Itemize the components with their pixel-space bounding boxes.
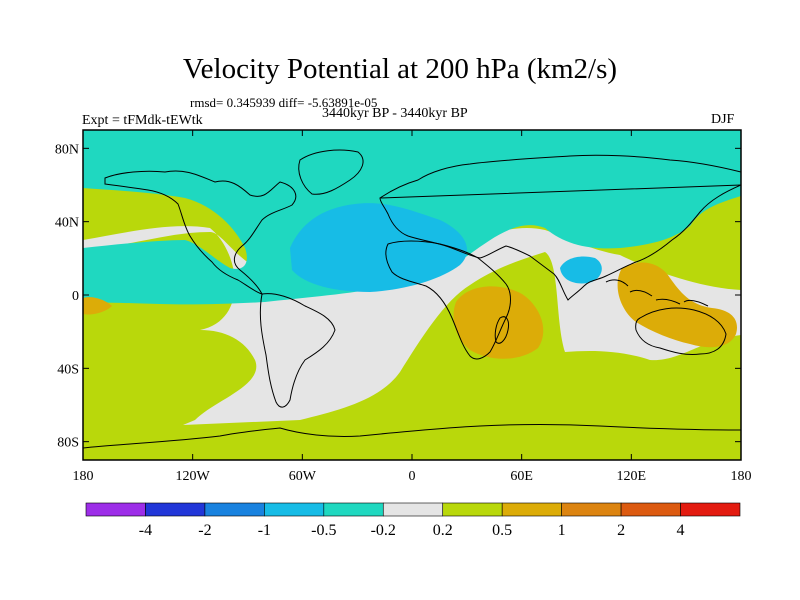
colorbar-label: 0.2 — [433, 522, 453, 539]
africa-coast — [385, 240, 511, 360]
colorbar-swatch — [145, 502, 206, 517]
madagascar-coast — [494, 316, 509, 344]
colorbar-label: -1 — [258, 522, 271, 539]
field-atlantic-low — [290, 203, 468, 292]
maritime-islands — [605, 279, 709, 307]
experiment-label: Expt = tFMdk-tEWtk — [82, 113, 203, 128]
field-fill — [83, 130, 741, 460]
field-dateline-high — [83, 297, 112, 315]
lon-tick-label: 120E — [617, 469, 647, 484]
colorbar-swatch — [501, 502, 562, 517]
colorbar-swatch — [382, 502, 444, 517]
colorbar-label: -2 — [198, 522, 211, 539]
lon-tick-label: 120W — [176, 469, 211, 484]
colorbar-swatch — [561, 502, 622, 517]
lat-tick-label: 40N — [55, 216, 79, 231]
lon-tick-label: 180 — [731, 469, 752, 484]
colorbar-swatch — [85, 502, 146, 517]
lon-tick-label: 180 — [73, 469, 94, 484]
lat-tick-label: 80N — [55, 142, 79, 157]
colorbar-label: 1 — [558, 522, 566, 539]
colorbar-swatch — [620, 502, 681, 517]
field-southern-africa-high — [453, 286, 544, 359]
colorbar-swatch — [264, 502, 325, 517]
plot-title: Velocity Potential at 200 hPa (km2/s) — [182, 53, 618, 85]
south-america-coast — [259, 293, 336, 408]
colorbar-label: 4 — [677, 522, 685, 539]
field-maritime-continent-high — [617, 262, 737, 348]
lon-tick-label: 60E — [510, 469, 533, 484]
colorbar-label: -0.2 — [371, 522, 396, 539]
eurasia-coast — [379, 154, 741, 301]
lon-tick-label: 60W — [289, 469, 317, 484]
lat-tick-label: 0 — [72, 289, 79, 304]
colorbar-swatch — [680, 502, 741, 517]
colorbar-label: -4 — [139, 522, 152, 539]
greenland-coast — [298, 149, 364, 195]
field-arabia-low — [560, 256, 602, 284]
season-label: DJF — [711, 112, 735, 127]
colorbar-swatch — [442, 502, 503, 517]
longitude-axis: 180 120W 60W 0 60E 120E 180 — [73, 130, 752, 484]
lon-tick-label: 0 — [409, 469, 416, 484]
colorbar-swatch — [323, 502, 384, 517]
colorbar: -4 -2 -1 -0.5 -0.2 0.2 0.5 1 2 4 — [85, 502, 741, 539]
period-label: 3440kyr BP - 3440kyr BP — [322, 106, 468, 121]
colorbar-label: 2 — [617, 522, 625, 539]
colorbar-label: -0.5 — [311, 522, 336, 539]
colorbar-swatch — [204, 502, 265, 517]
australia-coast — [635, 307, 727, 355]
colorbar-label: 0.5 — [492, 522, 512, 539]
coastlines — [83, 149, 741, 449]
antarctica-coast — [83, 424, 741, 449]
latitude-axis: 80N 40N 0 40S 80S — [55, 142, 741, 451]
lat-tick-label: 80S — [57, 436, 79, 451]
rmsd-diff-stats: rmsd= 0.345939 diff= -5.63891e-05 — [190, 95, 378, 110]
north-america-coast — [104, 170, 297, 295]
lat-tick-label: 40S — [57, 362, 79, 377]
